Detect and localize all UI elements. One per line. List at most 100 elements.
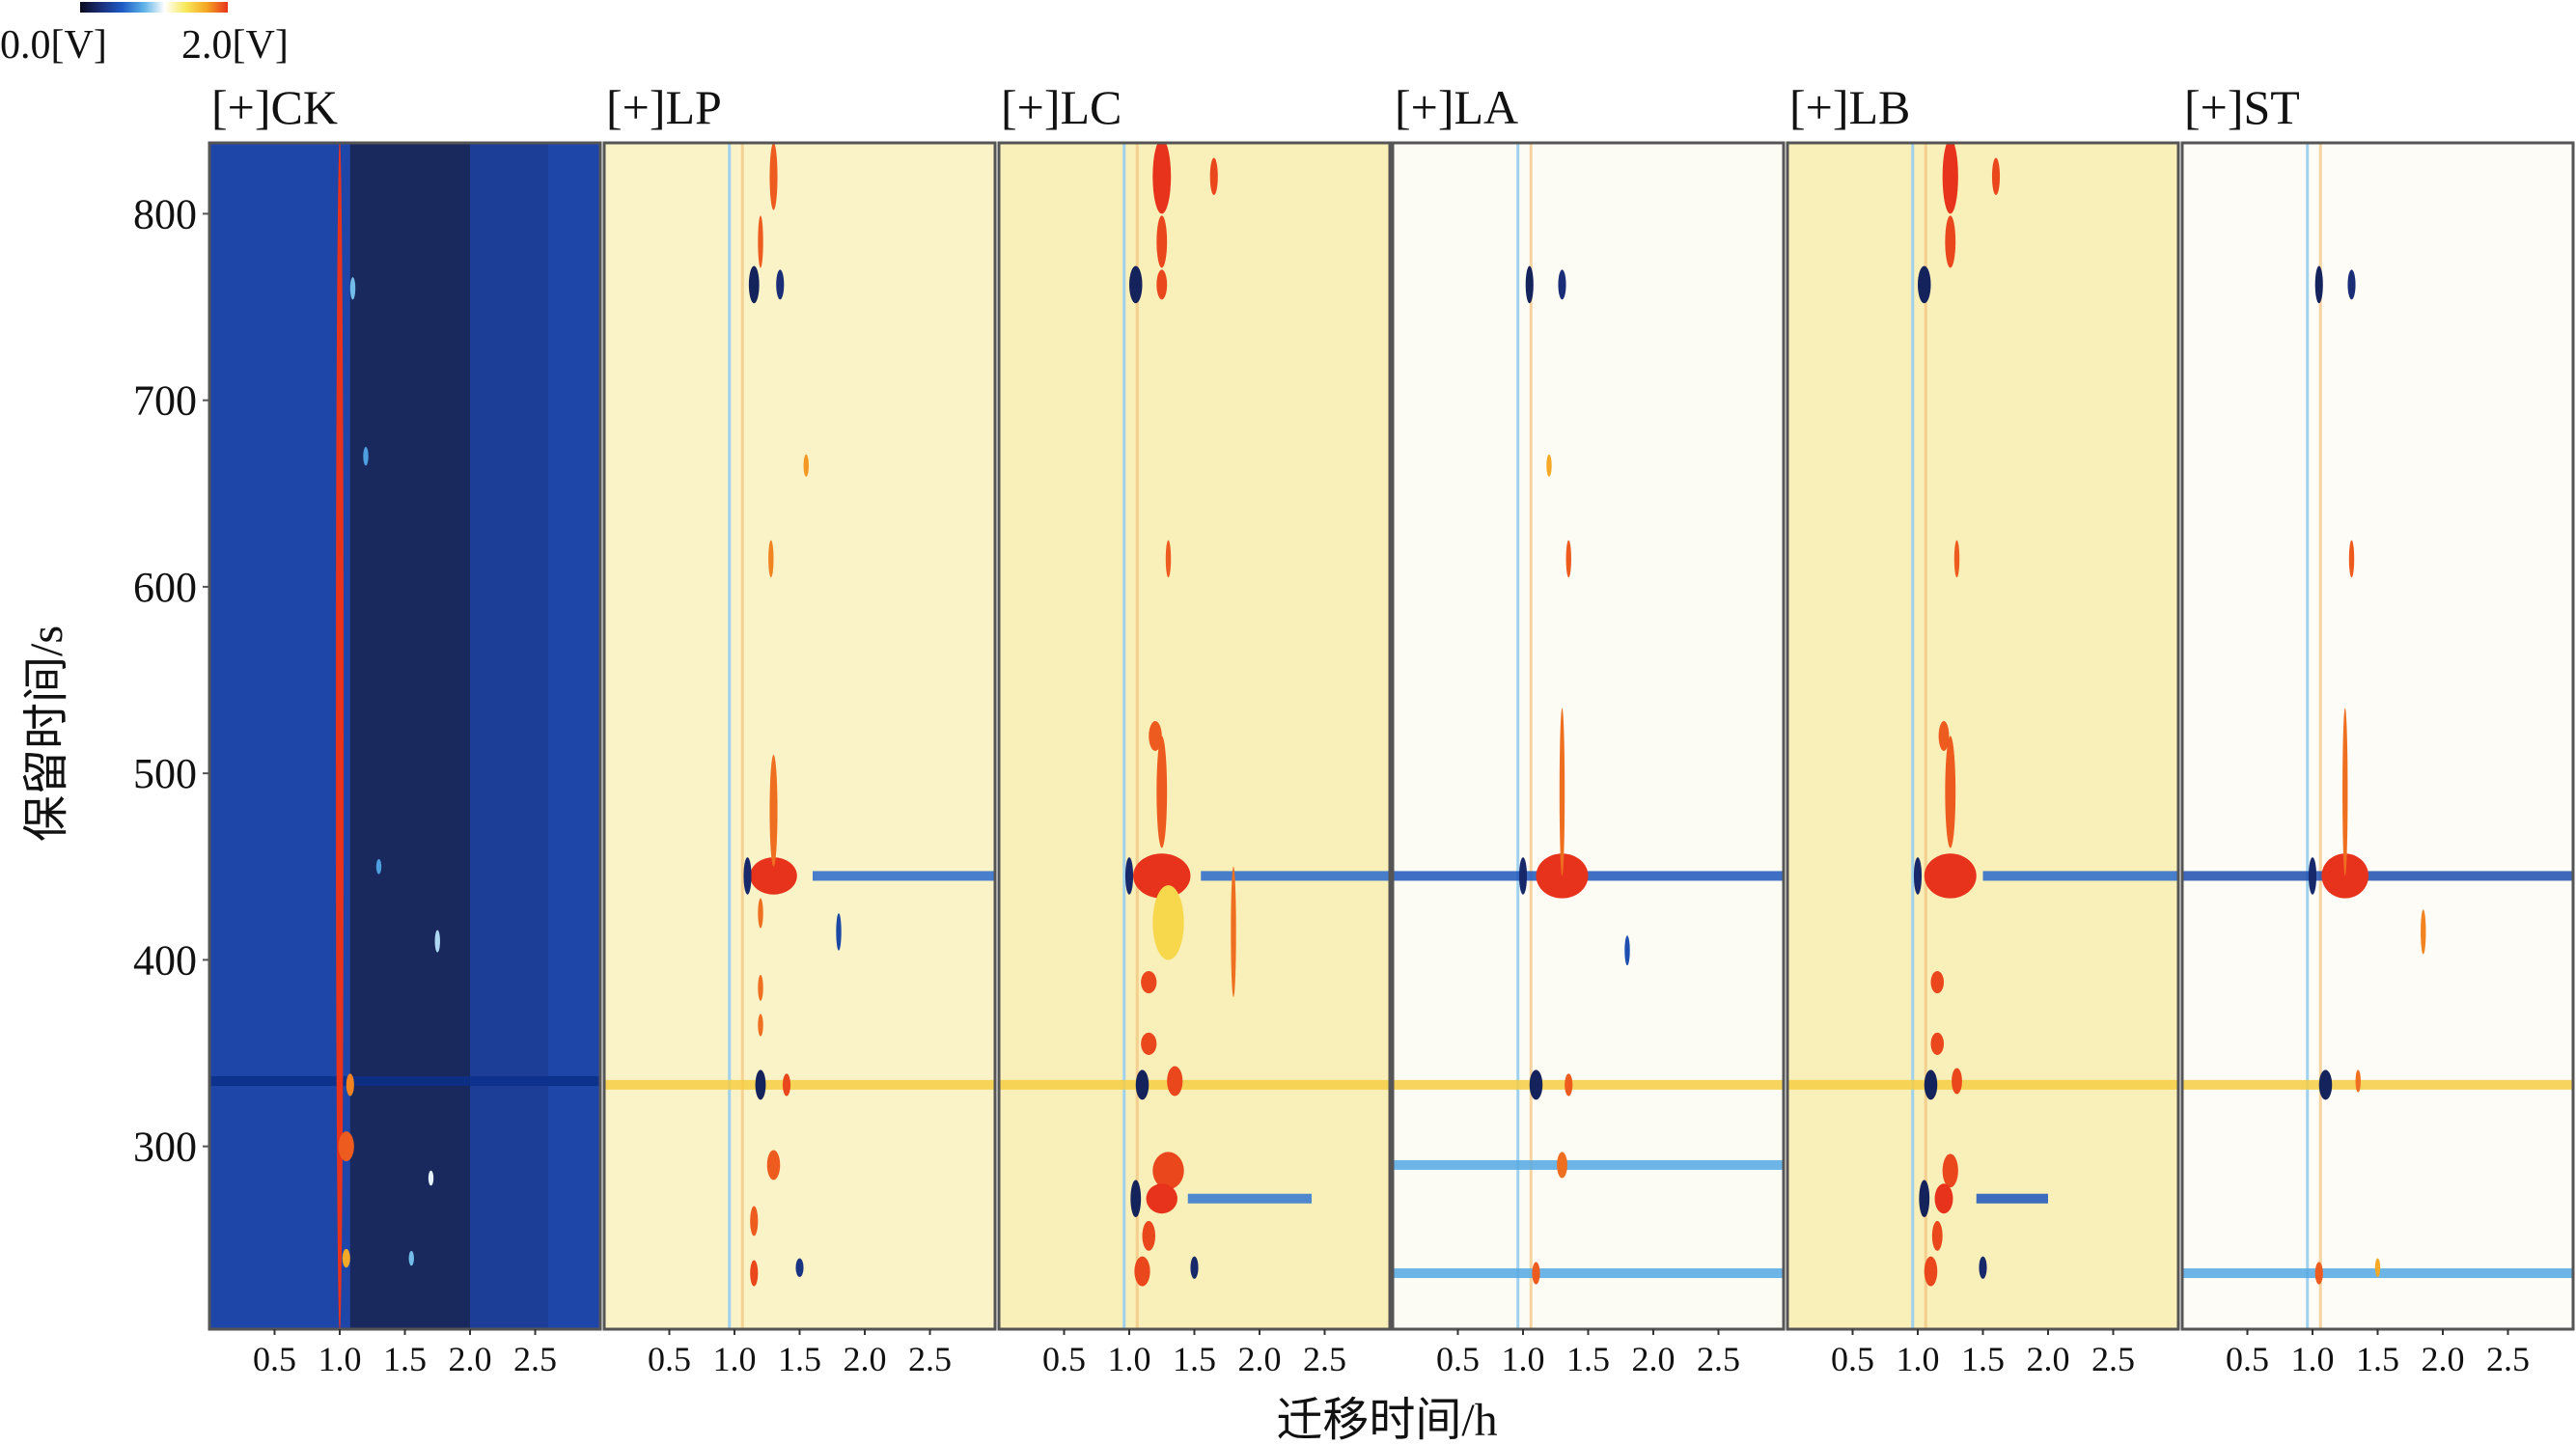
rip-line bbox=[2318, 143, 2322, 1329]
panel-label: [+]LP bbox=[606, 80, 722, 134]
signal-spot bbox=[2321, 853, 2369, 899]
panel-lc: [+]LC 0.5 1.0 1.5 2.0 2.5 bbox=[997, 80, 1392, 1378]
signal-spot bbox=[2314, 265, 2323, 304]
signal-spot bbox=[1518, 857, 1528, 895]
x-tick-label: 0.5 bbox=[1831, 1340, 1874, 1378]
signal-spot bbox=[2318, 1070, 2333, 1100]
rip-line bbox=[728, 143, 732, 1329]
signal-spot bbox=[1930, 970, 1944, 994]
x-tick-label: 1.0 bbox=[1108, 1340, 1151, 1378]
x-tick-label: 1.0 bbox=[2291, 1340, 2335, 1378]
signal-spot bbox=[375, 859, 382, 875]
horizontal-band bbox=[1393, 1268, 1784, 1279]
y-tick-label: 700 bbox=[133, 377, 197, 425]
signal-spot bbox=[1532, 1262, 1540, 1285]
x-tick-label: 2.0 bbox=[844, 1340, 887, 1378]
y-tick-label: 500 bbox=[133, 750, 197, 797]
colorbar: 0.0[V] 2.0[V] bbox=[0, 2, 289, 68]
colorbar-gradient bbox=[80, 2, 228, 13]
signal-spot bbox=[342, 1248, 350, 1268]
horizontal-band bbox=[1201, 871, 1390, 881]
x-tick-label: 2.0 bbox=[1632, 1340, 1676, 1378]
signal-spot bbox=[1152, 885, 1184, 960]
signal-spot bbox=[1918, 265, 1931, 304]
x-tick-label: 1.5 bbox=[1961, 1340, 2005, 1378]
signal-spot bbox=[1924, 1256, 1938, 1287]
signal-spot bbox=[428, 1170, 434, 1186]
panel-label: [+]CK bbox=[211, 80, 338, 134]
dark-region bbox=[349, 143, 470, 1329]
y-tick-label: 800 bbox=[133, 190, 197, 237]
signal-spot bbox=[1124, 857, 1134, 895]
horizontal-band bbox=[1982, 871, 2178, 881]
signal-spot bbox=[1991, 157, 2001, 196]
rip-line bbox=[1135, 143, 1139, 1329]
signal-spot bbox=[1558, 269, 1566, 300]
signal-spot bbox=[2355, 1070, 2361, 1093]
y-tick-label: 400 bbox=[133, 936, 197, 984]
x-tick-label: 0.5 bbox=[253, 1340, 296, 1378]
signal-spot bbox=[769, 754, 778, 867]
signal-spot bbox=[363, 446, 369, 466]
x-tick-label: 2.5 bbox=[1697, 1340, 1740, 1378]
signal-spot bbox=[1624, 935, 1630, 966]
x-tick-label: 0.5 bbox=[1042, 1340, 1086, 1378]
signal-spot bbox=[758, 1014, 763, 1037]
horizontal-band bbox=[999, 1079, 1390, 1090]
signal-spot bbox=[408, 1250, 414, 1266]
signal-spot bbox=[1130, 1180, 1142, 1218]
signal-spot bbox=[2342, 708, 2348, 876]
signal-spot bbox=[1152, 1152, 1184, 1190]
signal-spot bbox=[1942, 143, 1958, 214]
x-tick-label: 2.0 bbox=[2027, 1340, 2070, 1378]
horizontal-band bbox=[1393, 1159, 1784, 1170]
signal-spot bbox=[1979, 1256, 1987, 1279]
rip-line bbox=[2306, 143, 2310, 1329]
panel-label: [+]LC bbox=[1001, 80, 1122, 134]
x-tick-label: 2.0 bbox=[449, 1340, 492, 1378]
x-tick-label: 2.5 bbox=[908, 1340, 952, 1378]
panel-lp: [+]LP 0.5 1.0 1.5 2.0 2.5 bbox=[602, 80, 997, 1378]
signal-spot bbox=[1565, 1073, 1573, 1097]
signal-spot bbox=[1945, 215, 1956, 268]
signal-spot bbox=[1141, 1032, 1157, 1055]
rip-line bbox=[1529, 143, 1533, 1329]
signal-spot bbox=[1559, 708, 1565, 876]
signal-spot bbox=[1536, 853, 1589, 899]
horizontal-band bbox=[209, 1075, 600, 1086]
x-tick-label: 0.5 bbox=[648, 1340, 691, 1378]
x-tick-label: 1.0 bbox=[319, 1340, 362, 1378]
signal-spot bbox=[1529, 1070, 1543, 1100]
signal-spot bbox=[349, 277, 356, 300]
signal-spot bbox=[1942, 1153, 1958, 1188]
y-tick-label: 600 bbox=[133, 564, 197, 611]
signal-spot bbox=[1152, 143, 1172, 214]
signal-spot bbox=[758, 974, 763, 1001]
signal-spot bbox=[758, 898, 763, 929]
rip-line bbox=[740, 143, 744, 1329]
signal-spot bbox=[1952, 1068, 1962, 1095]
signal-spot bbox=[795, 1258, 804, 1277]
signal-spot bbox=[338, 1131, 354, 1162]
signal-spot bbox=[1134, 1256, 1150, 1287]
x-tick-label: 2.5 bbox=[2486, 1340, 2530, 1378]
signal-spot bbox=[1146, 1183, 1177, 1214]
x-tick-label: 1.5 bbox=[778, 1340, 821, 1378]
panel-background bbox=[604, 143, 995, 1329]
horizontal-band bbox=[2182, 871, 2573, 881]
signal-spot bbox=[1142, 1220, 1155, 1251]
panel-la: [+]LA 0.5 1.0 1.5 2.0 2.5 bbox=[1391, 80, 1786, 1378]
x-tick-label: 2.5 bbox=[513, 1340, 557, 1378]
y-tick-label: 300 bbox=[133, 1124, 197, 1171]
horizontal-band bbox=[1187, 1193, 1312, 1204]
rip-line bbox=[1516, 143, 1520, 1329]
x-tick-label: 2.5 bbox=[1303, 1340, 1346, 1378]
x-axis-label: 迁移时间/h bbox=[1276, 1395, 1497, 1445]
x-tick-label: 1.5 bbox=[2356, 1340, 2399, 1378]
horizontal-band bbox=[813, 871, 995, 881]
signal-spot bbox=[803, 454, 809, 477]
signal-spot bbox=[755, 1070, 766, 1100]
x-tick-label: 1.0 bbox=[1502, 1340, 1545, 1378]
signal-spot bbox=[1934, 1183, 1953, 1214]
signal-spot bbox=[2374, 1258, 2381, 1277]
